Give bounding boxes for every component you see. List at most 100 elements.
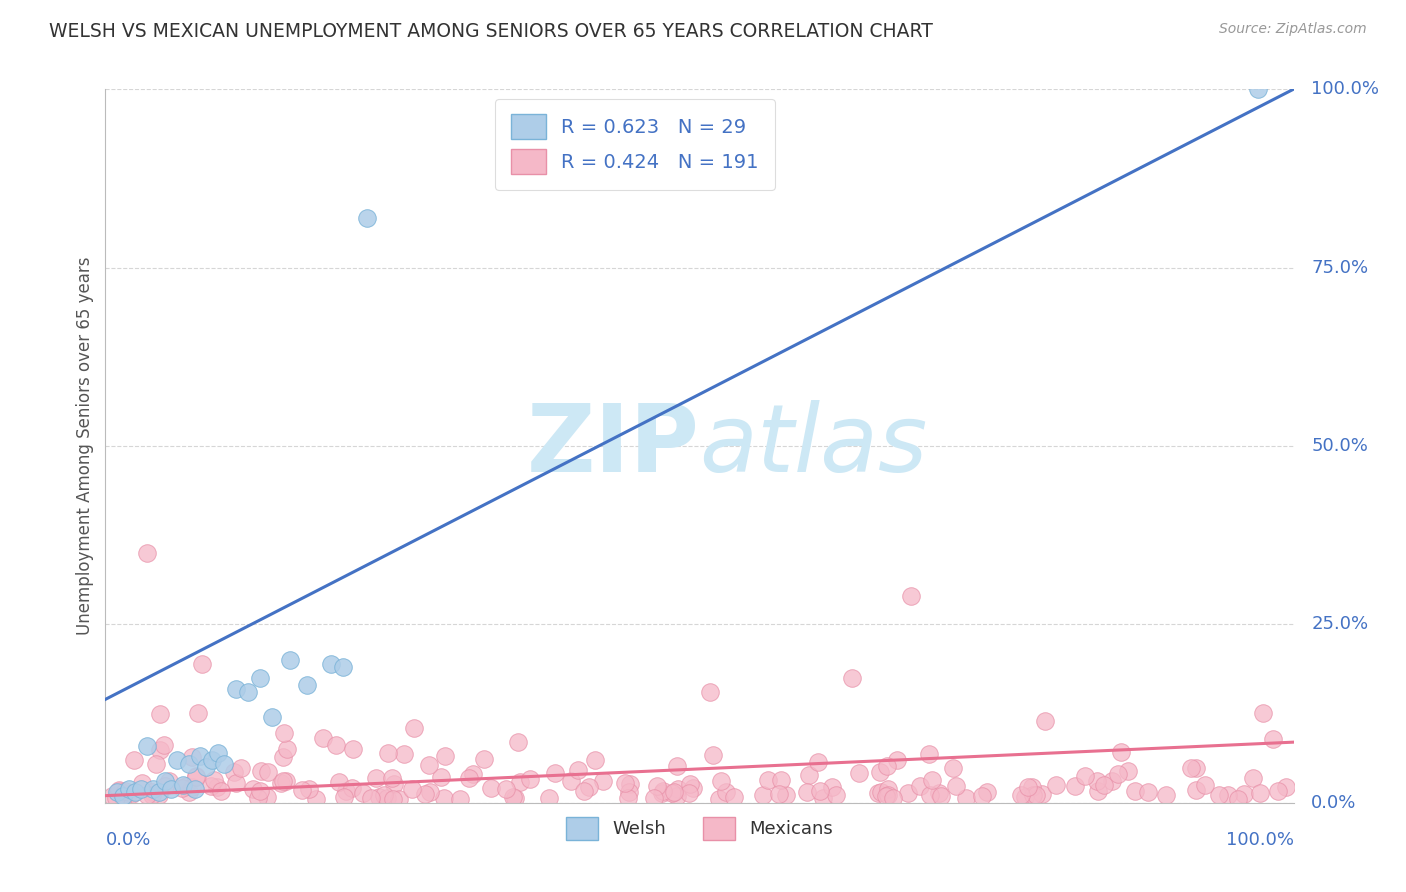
Point [105,785,128,799]
Point [181,780,204,795]
Point [225,681,247,696]
Point [112,789,135,803]
Point [797,768,820,782]
Point [841,671,863,685]
Point [153,780,176,794]
Point [222,765,245,780]
Text: ZIP: ZIP [527,400,700,492]
Point [699,685,721,699]
Point [177,785,200,799]
Point [375,790,398,805]
Point [613,776,636,790]
Point [200,779,222,793]
Point [666,759,689,773]
Text: 0.0%: 0.0% [105,831,150,849]
Point [111,790,134,805]
Point [1216,789,1239,803]
Point [661,785,683,799]
Point [945,779,967,793]
Point [682,781,704,796]
Point [114,784,136,798]
Point [707,792,730,806]
Point [1185,760,1208,774]
Point [249,784,271,798]
Point [877,781,900,796]
Point [342,742,364,756]
Point [108,783,131,797]
Point [572,784,595,798]
Point [373,788,395,802]
Text: 25.0%: 25.0% [1312,615,1368,633]
Point [205,780,228,794]
Point [928,786,950,800]
Point [1247,82,1270,96]
Point [723,789,745,804]
Point [149,743,172,757]
Point [756,772,779,787]
Point [433,791,456,805]
Point [1074,769,1097,783]
Point [886,754,908,768]
Point [360,790,382,805]
Point [567,763,589,777]
Y-axis label: Unemployment Among Seniors over 65 years: Unemployment Among Seniors over 65 years [76,257,94,635]
Point [242,781,264,796]
Point [821,780,844,794]
Point [356,211,378,225]
Point [181,750,204,764]
Point [519,772,541,786]
Point [207,746,229,760]
Point [651,784,673,798]
Point [364,771,387,785]
Point [1263,732,1285,747]
Point [328,774,350,789]
Point [148,785,170,799]
Point [124,753,146,767]
Text: 100.0%: 100.0% [1226,831,1294,849]
Point [419,784,441,798]
Point [124,785,146,799]
Point [1251,706,1274,721]
Point [651,786,673,800]
Legend: Welsh, Mexicans: Welsh, Mexicans [558,810,841,847]
Point [1137,785,1160,799]
Point [918,747,941,761]
Point [117,788,139,802]
Point [751,789,773,803]
Point [1092,778,1115,792]
Point [617,791,640,805]
Point [321,657,343,671]
Point [619,777,641,791]
Point [1021,780,1043,794]
Point [229,761,252,775]
Point [250,764,273,778]
Point [929,789,952,804]
Text: 0.0%: 0.0% [1312,794,1357,812]
Point [825,788,848,802]
Point [900,589,922,603]
Point [190,749,212,764]
Point [297,678,319,692]
Point [775,789,797,803]
Point [172,778,194,792]
Point [449,791,471,805]
Point [1275,780,1298,794]
Point [866,786,889,800]
Point [811,790,834,805]
Point [159,781,181,796]
Point [495,782,517,797]
Point [184,769,207,783]
Point [976,785,998,799]
Point [177,756,200,771]
Point [413,787,436,801]
Point [247,790,270,805]
Point [100,789,122,804]
Point [274,774,297,789]
Point [278,653,301,667]
Point [184,771,207,785]
Point [1109,746,1132,760]
Point [141,784,163,798]
Point [619,785,641,799]
Point [662,785,685,799]
Point [583,753,606,767]
